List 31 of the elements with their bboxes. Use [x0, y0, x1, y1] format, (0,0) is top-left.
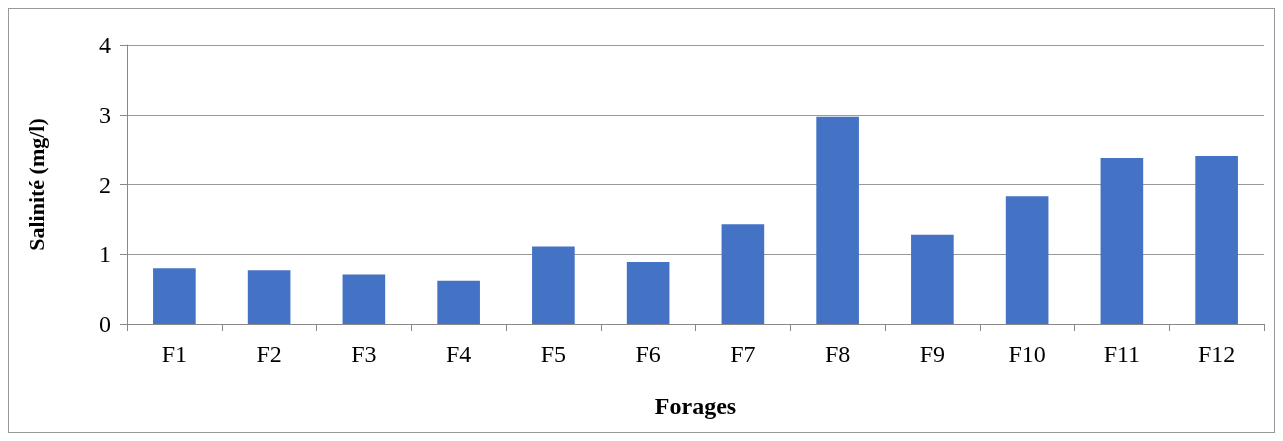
- bar: [1195, 155, 1238, 324]
- bar: [1005, 196, 1049, 324]
- x-tick-label: F5: [540, 341, 567, 367]
- x-tick-label: F3: [351, 341, 377, 367]
- bar: [816, 116, 859, 324]
- y-tick-label: 3: [99, 101, 111, 128]
- y-axis-title: Salinité (mg/l): [23, 118, 49, 251]
- bar: [1100, 158, 1144, 324]
- bar: [911, 234, 954, 324]
- x-tick-label: F7: [730, 341, 756, 367]
- bar: [342, 274, 386, 324]
- y-tick-label: 2: [99, 171, 111, 198]
- bar: [721, 224, 765, 324]
- bar: [153, 268, 196, 324]
- x-tick-label: F12: [1197, 341, 1236, 367]
- y-tick-label: 4: [99, 32, 111, 58]
- y-tick-label: 0: [99, 311, 111, 337]
- y-tick-label: 1: [99, 241, 111, 268]
- x-axis-title: Forages: [654, 393, 737, 419]
- x-tick-label: F1: [161, 341, 188, 367]
- x-tick-label: F11: [1103, 341, 1141, 367]
- x-tick-label: F10: [1008, 341, 1046, 367]
- bar: [247, 270, 291, 324]
- bar: [532, 246, 575, 324]
- bar: [626, 261, 670, 324]
- x-tick-label: F2: [256, 341, 282, 367]
- x-tick-label: F6: [635, 341, 661, 367]
- x-tick-label: F9: [919, 341, 946, 367]
- x-tick-label: F8: [824, 341, 851, 367]
- bar: [437, 280, 480, 324]
- x-tick-label: F4: [445, 341, 472, 367]
